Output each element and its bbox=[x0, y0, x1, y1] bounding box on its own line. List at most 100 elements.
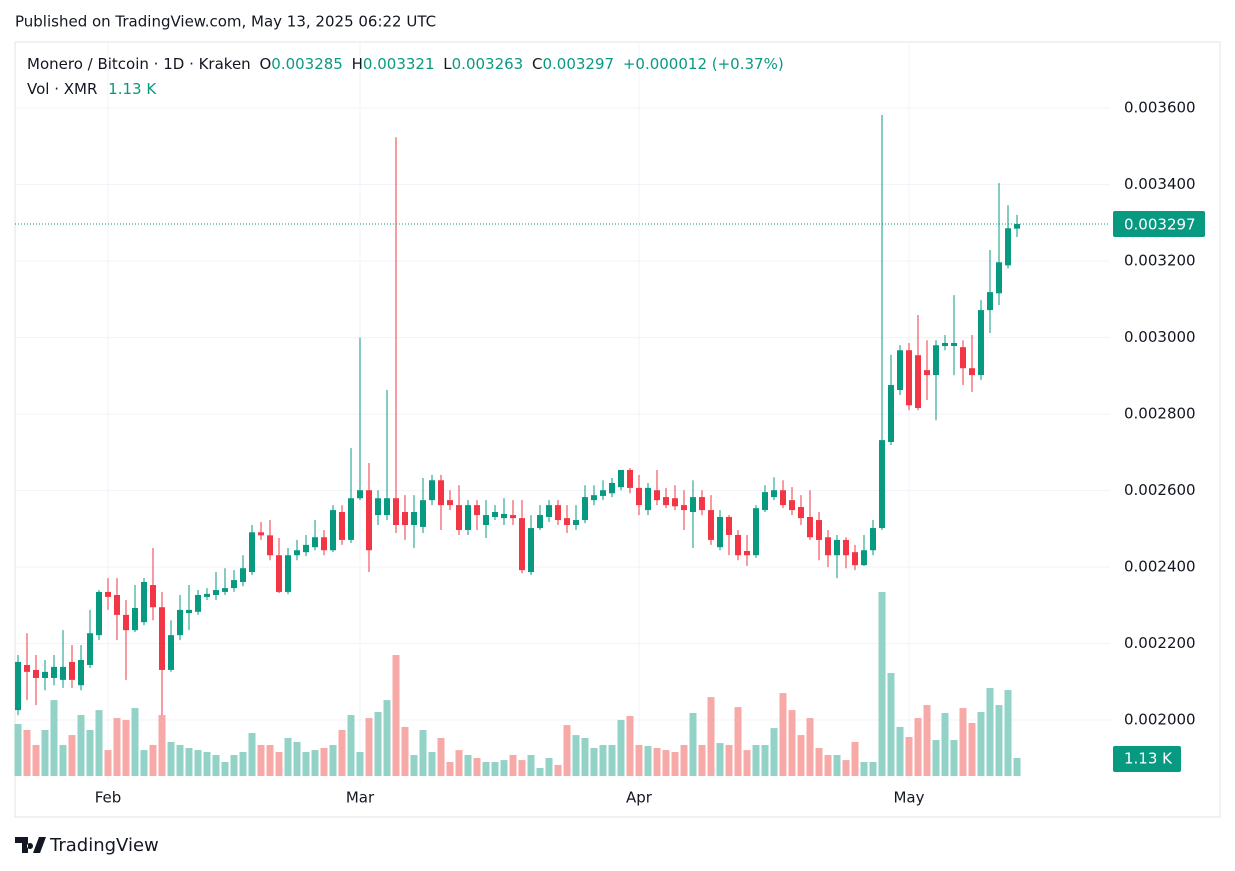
published-note: Published on TradingView.com, May 13, 20… bbox=[15, 13, 436, 31]
candle-body bbox=[636, 487, 642, 506]
candle-body bbox=[915, 355, 921, 408]
y-tick-label: 0.003000 bbox=[1124, 328, 1196, 346]
y-tick-label: 0.002400 bbox=[1124, 558, 1196, 576]
volume-bar bbox=[194, 750, 202, 776]
candle-body bbox=[762, 492, 768, 511]
volume-bar bbox=[221, 761, 229, 776]
candle-layer bbox=[15, 115, 1020, 716]
candle-body bbox=[402, 512, 408, 526]
candle-body bbox=[564, 518, 570, 526]
volume-bar bbox=[122, 719, 130, 776]
candle-body bbox=[186, 609, 192, 613]
candle-body bbox=[159, 607, 165, 670]
volume-bar bbox=[833, 754, 841, 776]
volume-bar bbox=[329, 744, 337, 776]
volume-bar bbox=[266, 744, 274, 776]
candle-body bbox=[24, 664, 30, 672]
last-price-label: 0.003297 bbox=[1124, 216, 1196, 234]
volume-label: Vol · XMR bbox=[27, 80, 97, 98]
volume-bar bbox=[446, 761, 454, 776]
volume-bar bbox=[176, 744, 184, 776]
candle-body bbox=[969, 368, 975, 376]
volume-bar bbox=[158, 715, 166, 776]
volume-badge-label: 1.13 K bbox=[1124, 750, 1173, 768]
candle-body bbox=[51, 666, 57, 678]
legend-header: Monero / Bitcoin · 1D · Kraken O0.003285… bbox=[27, 55, 784, 73]
volume-bar bbox=[743, 750, 751, 776]
volume-bar bbox=[635, 744, 643, 776]
candle-body bbox=[330, 510, 336, 551]
volume-bar bbox=[878, 592, 886, 776]
candle-body bbox=[933, 345, 939, 376]
volume-layer bbox=[14, 592, 1021, 776]
volume-bar bbox=[977, 712, 985, 776]
volume-bar bbox=[869, 761, 877, 776]
candle-body bbox=[222, 588, 228, 592]
volume-bar bbox=[914, 718, 922, 776]
volume-bar bbox=[788, 710, 796, 776]
candle-body bbox=[708, 510, 714, 540]
volume-bar bbox=[752, 744, 760, 776]
candle-body bbox=[546, 505, 552, 517]
volume-bar bbox=[437, 737, 445, 776]
candle-body bbox=[312, 537, 318, 548]
change: +0.000012 (+0.37%) bbox=[623, 55, 784, 73]
volume-bar bbox=[671, 751, 679, 776]
candle-body bbox=[996, 262, 1002, 294]
volume-bar bbox=[401, 726, 409, 776]
candle-body bbox=[384, 498, 390, 516]
volume-bar bbox=[302, 751, 310, 776]
volume-bar bbox=[356, 751, 364, 776]
close-label: C bbox=[532, 55, 542, 73]
candle-body bbox=[501, 513, 507, 519]
candle-body bbox=[258, 532, 264, 536]
candle-body bbox=[33, 669, 39, 678]
candle-body bbox=[123, 614, 129, 631]
candle-body bbox=[987, 292, 993, 311]
volume-bar bbox=[59, 744, 67, 776]
grid bbox=[15, 42, 1110, 782]
candle-body bbox=[393, 498, 399, 526]
candle-body bbox=[456, 505, 462, 530]
y-tick-label: 0.003600 bbox=[1124, 99, 1196, 117]
volume-bar bbox=[23, 730, 31, 776]
high-label: H bbox=[352, 55, 363, 73]
candle-body bbox=[798, 507, 804, 519]
candle-body bbox=[825, 537, 831, 556]
candle-body bbox=[294, 550, 300, 556]
volume-bar bbox=[131, 708, 139, 776]
volume-bar bbox=[230, 754, 238, 776]
volume-bar bbox=[428, 751, 436, 776]
candle-body bbox=[321, 537, 327, 551]
candle-body bbox=[573, 520, 579, 526]
volume-bar bbox=[500, 760, 508, 776]
brand-logo bbox=[15, 837, 46, 853]
volume-bar bbox=[662, 750, 670, 776]
volume-bar bbox=[185, 747, 193, 776]
volume-bar bbox=[959, 708, 967, 776]
volume-bar bbox=[824, 754, 832, 776]
volume-bar bbox=[905, 737, 913, 776]
candle-body bbox=[348, 498, 354, 540]
candle-body bbox=[420, 500, 426, 527]
volume-bar bbox=[482, 761, 490, 776]
open-value: 0.003285 bbox=[271, 55, 343, 73]
volume-bar bbox=[473, 758, 481, 776]
volume-bar bbox=[518, 760, 526, 776]
candle-body bbox=[654, 490, 660, 501]
y-tick-label: 0.003200 bbox=[1124, 252, 1196, 270]
volume-bar bbox=[365, 718, 373, 776]
volume-bar bbox=[689, 712, 697, 776]
candle-body bbox=[78, 660, 84, 686]
volume-bar bbox=[554, 765, 562, 776]
candle-body bbox=[888, 385, 894, 443]
y-tick-label: 0.003400 bbox=[1124, 175, 1196, 193]
volume-bar bbox=[626, 715, 634, 776]
candle-body bbox=[231, 580, 237, 589]
volume-bar bbox=[86, 730, 94, 776]
volume-bar bbox=[338, 730, 346, 776]
volume-bar bbox=[761, 744, 769, 776]
candle-body bbox=[753, 508, 759, 556]
volume-bar bbox=[995, 705, 1003, 776]
